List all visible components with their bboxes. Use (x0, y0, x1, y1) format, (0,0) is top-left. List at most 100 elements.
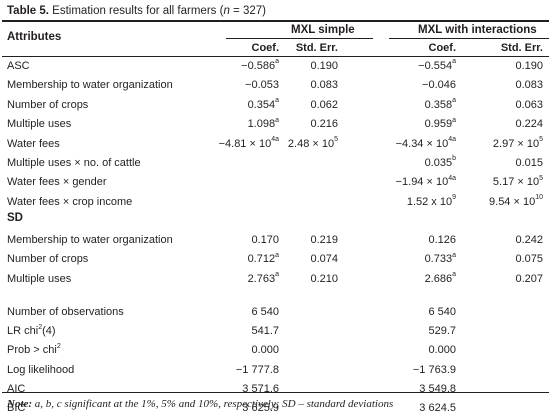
value-cell: 0.358a (424, 97, 456, 112)
value-cell: 2.48 × 105 (287, 136, 338, 151)
value-text: 0.224 (515, 118, 543, 131)
significance-mark: a (275, 58, 279, 66)
significance-mark: 5 (539, 135, 543, 143)
caption-text: Estimation results for all farmers ( (52, 5, 224, 17)
value-text: 0.733 (424, 253, 453, 266)
value-text: 0.190 (515, 60, 543, 72)
value-cell: 0.035b (424, 155, 456, 170)
value-cell: 1.52 x 109 (406, 194, 456, 209)
value-cell: 3 624.5 (419, 402, 456, 414)
table-row: Membership to water organization 0.170 0.2… (0, 231, 551, 250)
row-label: Membership to water organization (7, 234, 173, 246)
value-text: 2.48 × 10 (287, 137, 335, 150)
value-cell: 9.54 × 1010 (489, 194, 543, 209)
value-cell: 0.170 (251, 233, 279, 247)
row-label-text: Log likelihood (7, 363, 75, 376)
significance-mark: 4a (448, 174, 456, 182)
row-label: BIC (7, 401, 25, 415)
row-label: AIC (7, 382, 25, 396)
value-text: 0.358 (424, 98, 453, 111)
row-label: Water fees × gender (7, 176, 107, 189)
row-label: ASC (7, 60, 30, 72)
value-cell: 0.712a (248, 252, 279, 266)
table-row: ASC −0.586a 0.190 −0.554a 0.190 (0, 57, 551, 76)
col-header-coef-simple: Coef. (251, 42, 280, 54)
significance-mark: 4a (448, 135, 456, 143)
value-text: 2.97 × 10 (492, 137, 540, 150)
value-text: 0.354 (247, 98, 276, 111)
value-text: 0.063 (515, 98, 543, 111)
value-cell: −0.053 (245, 78, 279, 92)
value-cell: 0.224 (515, 117, 543, 131)
header-rule (2, 56, 549, 57)
value-text: 5.17 × 10 (492, 176, 540, 189)
table-row: BIC 3 625.9 3 624.5 (0, 399, 551, 418)
value-text: 0.062 (310, 98, 338, 111)
significance-mark: a (275, 251, 279, 259)
value-cell: 0.733a (425, 252, 456, 266)
significance-mark: a (275, 97, 279, 105)
value-cell: 0.354a (247, 97, 279, 112)
significance-mark: a (452, 251, 456, 259)
value-cell: 0.015 (515, 156, 543, 170)
row-label: Log likelihood (7, 363, 74, 377)
value-text: 1.52 x 10 (406, 195, 453, 208)
top-rule (2, 20, 549, 22)
caption-n-symbol: n (223, 5, 230, 17)
value-text: 0.959 (424, 118, 453, 131)
value-text: 0.190 (310, 60, 338, 72)
row-label: Multiple uses × no. of cattle (7, 157, 141, 169)
group-underline-simple (226, 38, 373, 39)
value-cell: 0.219 (310, 233, 338, 247)
value-cell: 0.959a (425, 117, 456, 131)
value-cell: 0.063 (515, 98, 543, 112)
table-row: AIC 3 571.6 3 549.8 (0, 380, 551, 399)
value-cell: 2.97 × 105 (492, 135, 543, 151)
significance-mark: a (452, 116, 456, 124)
table-note: Note: a, b, c significant at the 1%, 5% … (7, 397, 393, 411)
row-label: Prob > chi2 (7, 343, 61, 357)
value-cell: 0.000 (251, 344, 279, 357)
value-text: 0.074 (310, 253, 338, 266)
row-label-sup: 2 (56, 342, 61, 350)
value-cell: −4.81 × 104a (219, 136, 279, 151)
value-text: 0.083 (515, 79, 543, 92)
value-text: 0.015 (515, 157, 543, 169)
col-header-stderr-simple: Std. Err. (295, 42, 338, 54)
value-cell: 3 625.9 (242, 402, 279, 414)
value-text: −1.94 × 10 (395, 176, 449, 189)
significance-mark: 10 (535, 194, 543, 202)
value-cell: 2.763a (248, 271, 279, 286)
row-label: Number of observations (7, 305, 124, 319)
section-sd: SD (7, 212, 23, 224)
value-text: 9.54 × 10 (489, 195, 536, 208)
significance-mark: a (452, 97, 456, 105)
value-cell: −0.046 (422, 78, 456, 92)
bottom-rule (2, 392, 549, 393)
value-cell: 0.083 (310, 78, 338, 92)
value-cell: 5.17 × 105 (493, 175, 543, 189)
value-cell: −0.554a (418, 58, 456, 73)
note-prefix: Note: (7, 398, 33, 410)
table-row: Membership to water organization −0.053 0.… (0, 76, 551, 95)
value-cell: 0.190 (310, 59, 338, 73)
row-label: Number of crops (7, 253, 89, 266)
value-cell: 0.074 (310, 252, 338, 266)
value-cell: 3 571.6 (242, 382, 279, 395)
table-caption: Table 5. Estimation results for all farm… (7, 3, 266, 19)
value-cell: 0.216 (310, 117, 338, 131)
value-cell: −1 763.9 (412, 363, 456, 376)
table-row: Number of crops 0.354a 0.062 0.358a 0.063 (0, 96, 551, 115)
row-label: Membership to water organization (7, 79, 173, 92)
value-text: 2.686 (424, 272, 453, 285)
row-label: Multiple uses (7, 118, 72, 131)
row-label-sup: 2 (38, 323, 43, 331)
row-label-text: BIC (7, 402, 26, 414)
table-row: Prob > chi2 0.000 0.000 (0, 341, 551, 360)
value-text: 0.035 (424, 157, 453, 169)
value-cell: 6 540 (428, 306, 456, 318)
table-row: Multiple uses 2.763a 0.210 2.686a 0.207 (0, 270, 551, 289)
value-cell: 2.686a (424, 271, 456, 286)
table-row: LR chi2(4) 541.7 529.7 (0, 322, 551, 341)
value-text: −0.554 (418, 60, 453, 72)
